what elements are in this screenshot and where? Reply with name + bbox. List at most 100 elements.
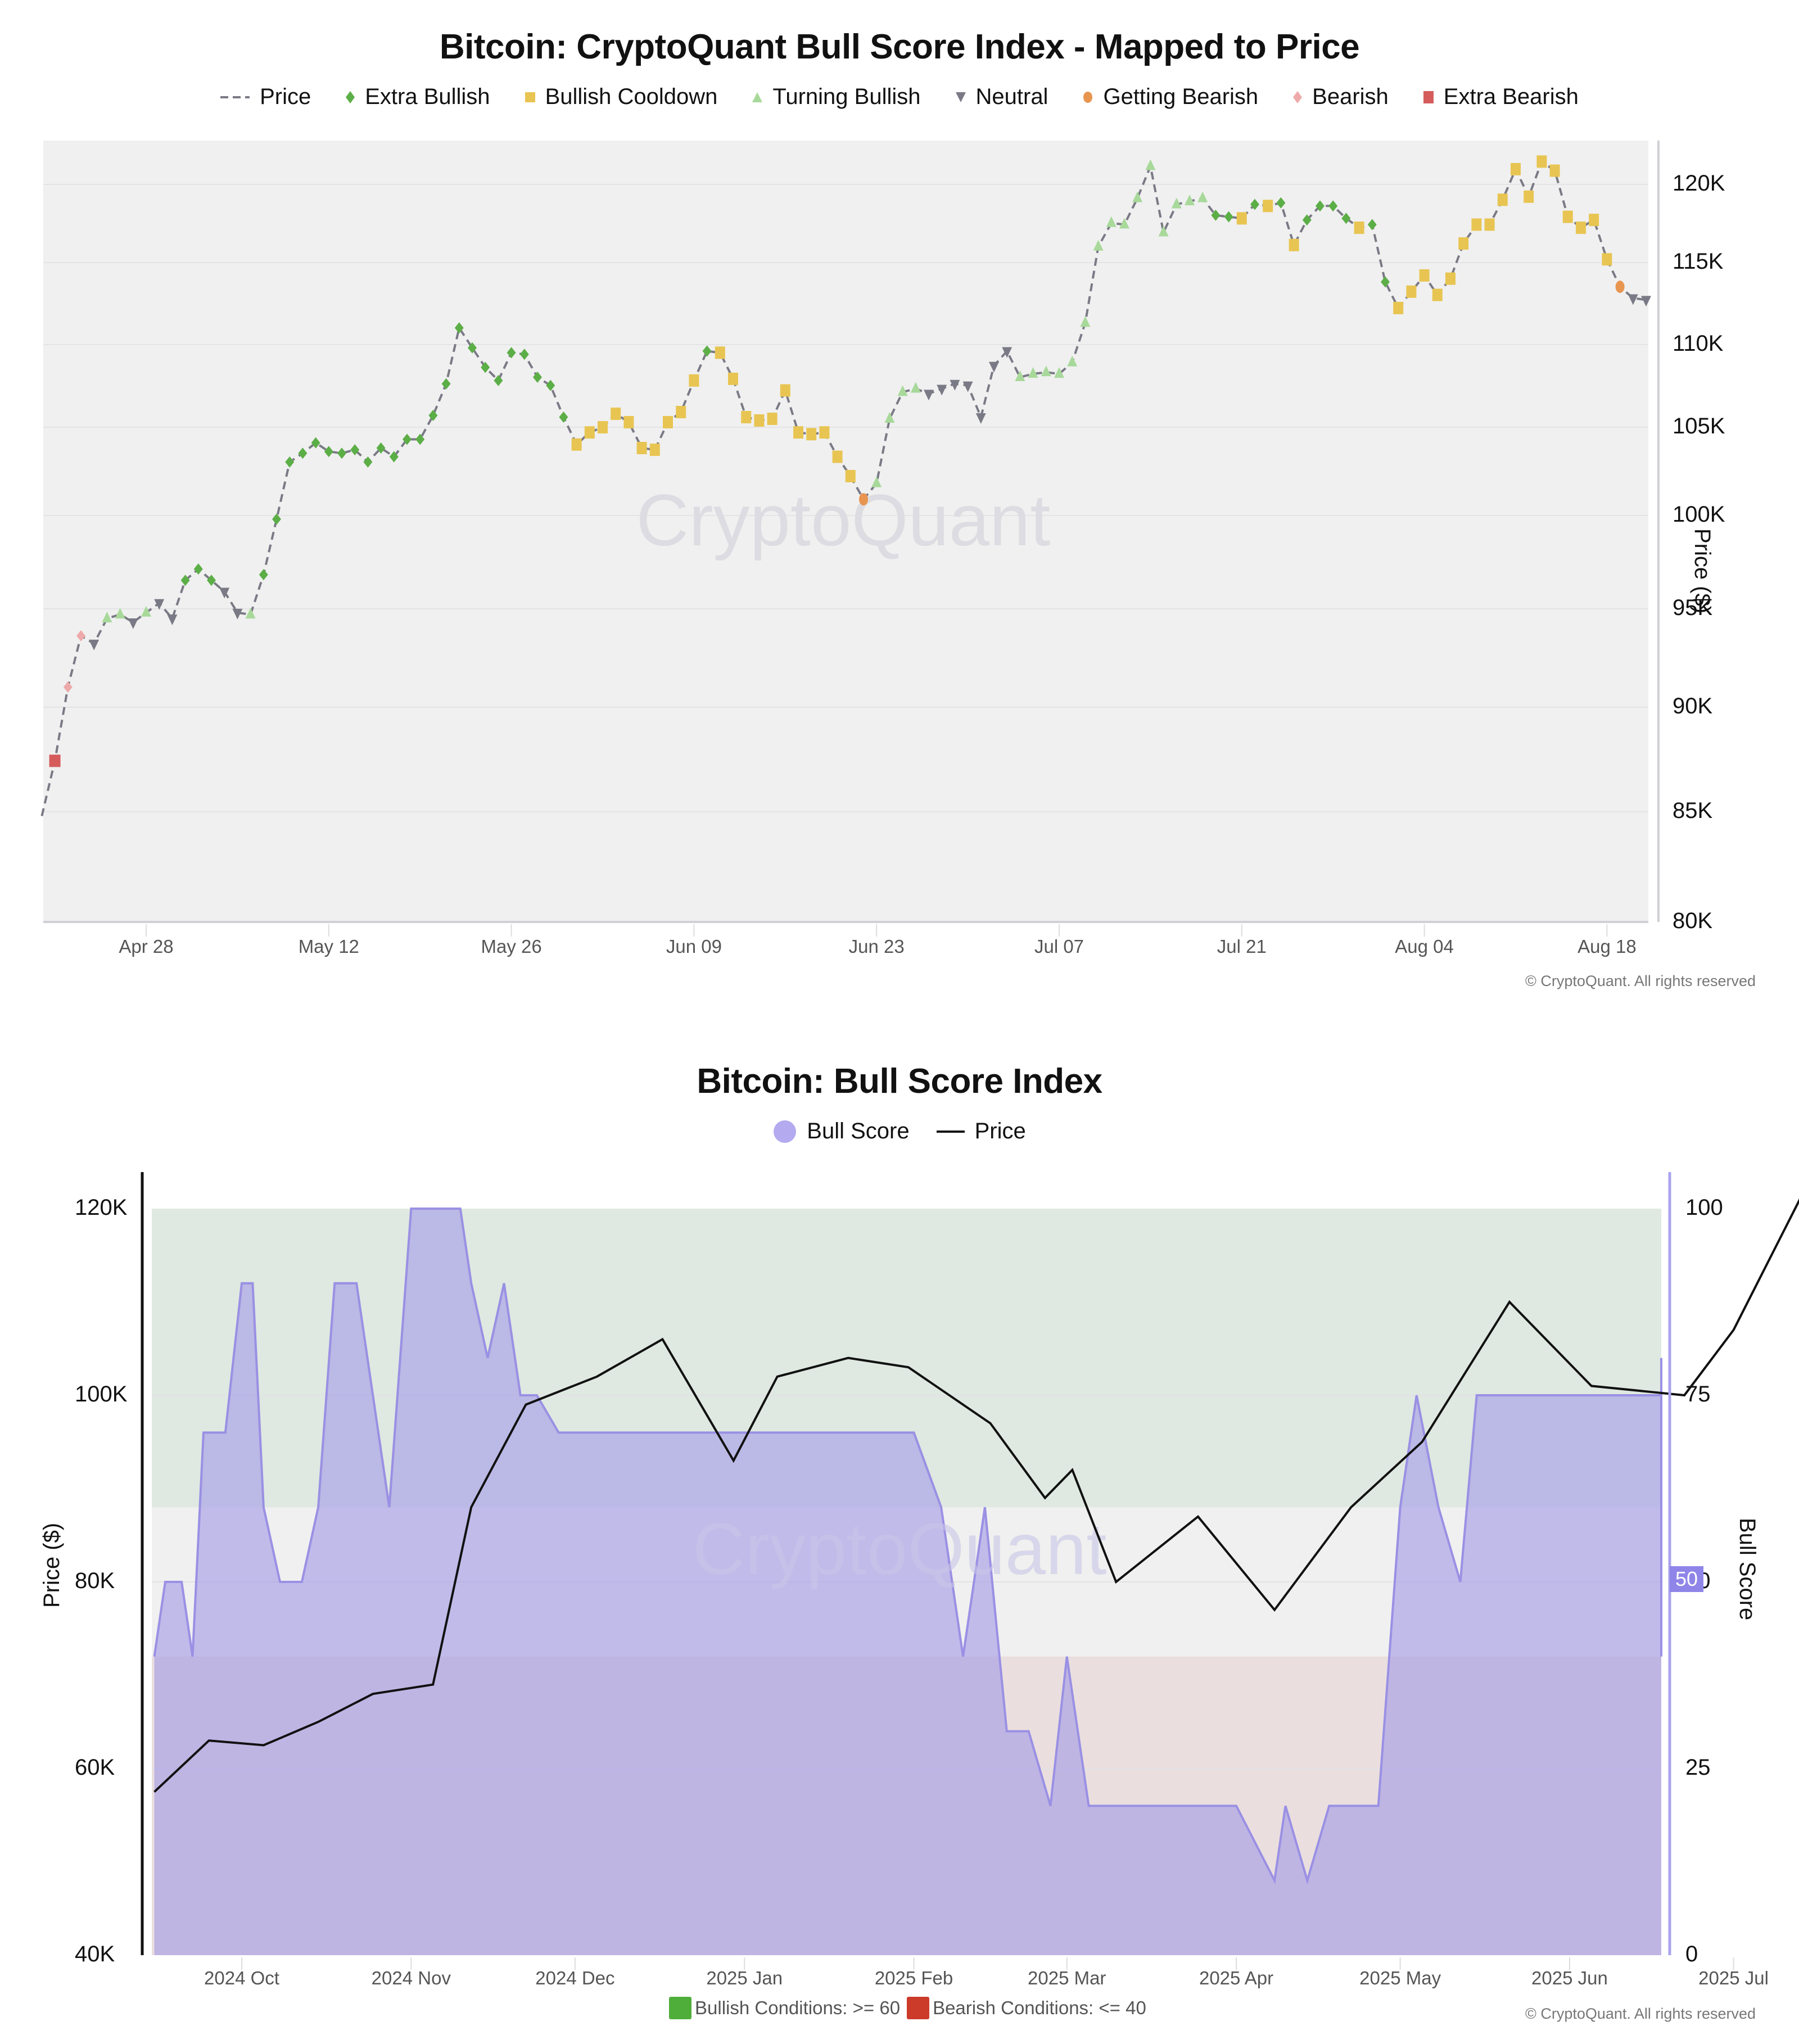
state-marker[interactable] <box>1419 269 1430 282</box>
state-marker[interactable] <box>1302 214 1312 226</box>
state-marker[interactable] <box>180 575 190 586</box>
state-marker[interactable] <box>1511 162 1521 175</box>
state-marker[interactable] <box>298 447 308 459</box>
state-marker[interactable] <box>1562 210 1573 223</box>
state-marker[interactable] <box>154 599 165 610</box>
state-marker[interactable] <box>1106 216 1117 227</box>
state-marker[interactable] <box>676 406 686 419</box>
state-marker[interactable] <box>1197 191 1208 202</box>
state-marker[interactable] <box>376 442 386 454</box>
state-marker[interactable] <box>1641 296 1651 307</box>
state-marker[interactable] <box>219 587 230 599</box>
state-marker[interactable] <box>285 456 295 468</box>
state-marker[interactable] <box>584 426 595 439</box>
legend-item-extra-bullish[interactable]: Extra Bullish <box>346 84 490 110</box>
state-marker[interactable] <box>937 385 947 396</box>
state-marker[interactable] <box>975 413 986 424</box>
state-marker[interactable] <box>871 476 882 487</box>
state-marker[interactable] <box>611 408 621 420</box>
state-marker[interactable] <box>533 371 542 383</box>
state-marker[interactable] <box>1093 239 1104 251</box>
state-marker[interactable] <box>49 754 61 767</box>
state-marker[interactable] <box>1628 294 1638 305</box>
state-marker[interactable] <box>793 426 803 439</box>
state-marker[interactable] <box>884 411 895 423</box>
state-marker[interactable] <box>519 349 529 360</box>
state-marker[interactable] <box>1158 225 1169 237</box>
state-marker[interactable] <box>1054 367 1064 378</box>
state-marker[interactable] <box>102 612 112 623</box>
state-marker[interactable] <box>63 681 73 693</box>
state-marker[interactable] <box>89 639 100 650</box>
state-marker[interactable] <box>481 361 490 373</box>
state-marker[interactable] <box>780 384 790 397</box>
state-marker[interactable] <box>1458 237 1469 250</box>
state-marker[interactable] <box>1445 272 1456 285</box>
state-marker[interactable] <box>924 390 934 401</box>
state-marker[interactable] <box>559 411 568 423</box>
state-marker[interactable] <box>141 605 151 617</box>
state-marker[interactable] <box>1536 155 1547 168</box>
state-marker[interactable] <box>598 421 608 433</box>
state-marker[interactable] <box>897 385 908 396</box>
state-marker[interactable] <box>324 446 333 458</box>
state-marker[interactable] <box>1341 212 1351 224</box>
state-marker[interactable] <box>232 608 243 619</box>
legend-item-getting-bearish[interactable]: Getting Bearish <box>1083 84 1258 110</box>
state-marker[interactable] <box>1015 370 1025 381</box>
state-marker[interactable] <box>507 347 516 359</box>
legend-item-turning-bullish[interactable]: Turning Bullish <box>752 84 921 110</box>
state-marker[interactable] <box>571 438 582 451</box>
state-marker[interactable] <box>989 361 999 373</box>
state-marker[interactable] <box>1263 200 1273 212</box>
state-marker[interactable] <box>962 381 973 392</box>
state-marker[interactable] <box>1145 159 1156 170</box>
state-marker[interactable] <box>1328 200 1338 212</box>
state-marker[interactable] <box>454 322 464 334</box>
state-marker[interactable] <box>845 469 856 482</box>
state-marker[interactable] <box>1367 219 1377 230</box>
state-marker[interactable] <box>1132 191 1143 202</box>
state-marker[interactable] <box>1080 316 1091 327</box>
state-marker[interactable] <box>193 563 203 575</box>
state-marker[interactable] <box>1028 367 1038 378</box>
state-marker[interactable] <box>767 412 778 425</box>
state-marker[interactable] <box>1484 218 1495 231</box>
state-marker[interactable] <box>1615 281 1625 293</box>
state-marker[interactable] <box>245 608 256 619</box>
state-marker[interactable] <box>754 414 765 427</box>
state-marker[interactable] <box>1589 214 1599 227</box>
state-marker[interactable] <box>415 433 425 445</box>
legend-item-price[interactable]: Price <box>220 84 311 110</box>
state-marker[interactable] <box>728 372 738 385</box>
state-marker[interactable] <box>689 374 699 387</box>
state-marker[interactable] <box>636 441 647 454</box>
state-marker[interactable] <box>1406 285 1417 298</box>
legend-item-bearish[interactable]: Bearish <box>1293 84 1389 110</box>
state-marker[interactable] <box>819 426 830 439</box>
state-marker[interactable] <box>832 450 843 463</box>
state-marker[interactable] <box>1041 365 1051 377</box>
state-marker[interactable] <box>1432 288 1443 301</box>
state-marker[interactable] <box>272 513 281 525</box>
state-marker[interactable] <box>1250 198 1259 210</box>
legend-item-extra-bearish[interactable]: Extra Bearish <box>1423 84 1579 110</box>
state-marker[interactable] <box>1524 190 1534 203</box>
state-marker[interactable] <box>1171 197 1182 209</box>
state-marker[interactable] <box>167 614 178 626</box>
state-marker[interactable] <box>859 493 868 506</box>
state-marker[interactable] <box>649 444 660 456</box>
top-chart-plot[interactable]: CryptoQuant <box>0 0 1799 1012</box>
state-marker[interactable] <box>350 444 360 456</box>
legend-item-bullish-cooldown[interactable]: Bullish Cooldown <box>525 84 717 110</box>
state-marker[interactable] <box>403 433 412 445</box>
state-marker[interactable] <box>1236 212 1247 225</box>
state-marker[interactable] <box>468 342 477 354</box>
state-marker[interactable] <box>337 447 346 459</box>
state-marker[interactable] <box>1002 347 1012 358</box>
state-marker[interactable] <box>1119 218 1129 229</box>
state-marker[interactable] <box>1497 193 1508 206</box>
state-marker[interactable] <box>910 382 921 393</box>
state-marker[interactable] <box>428 410 438 422</box>
